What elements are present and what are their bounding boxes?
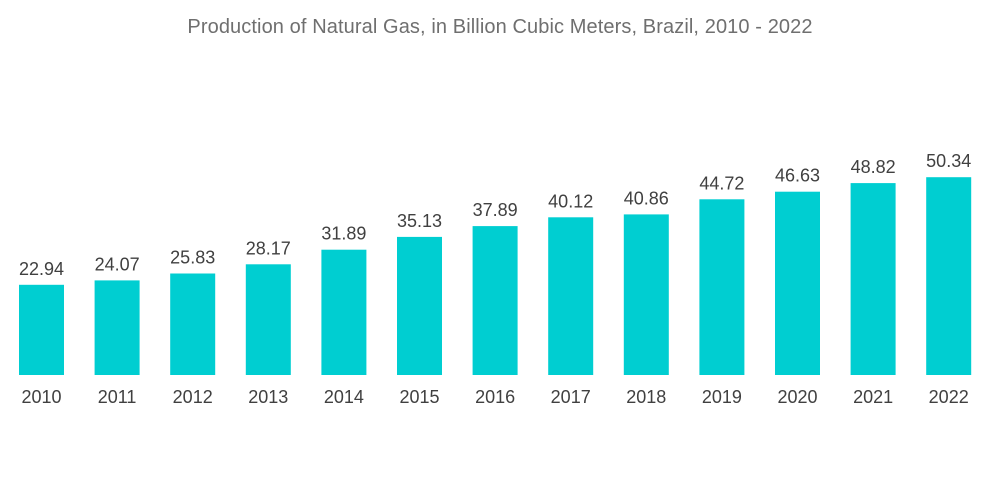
value-label-2017: 40.12 <box>548 191 593 211</box>
x-tick-label-2016: 2016 <box>475 387 515 407</box>
bar-2016 <box>472 226 518 375</box>
x-tick-label-2017: 2017 <box>551 387 591 407</box>
value-label-2016: 37.89 <box>473 200 518 220</box>
value-label-2020: 46.63 <box>775 166 820 186</box>
bars-layer <box>19 177 972 375</box>
bar-2019 <box>699 199 745 375</box>
bar-2022 <box>926 177 972 375</box>
x-tick-label-2014: 2014 <box>324 387 364 407</box>
value-label-2015: 35.13 <box>397 211 442 231</box>
bar-2012 <box>170 273 216 375</box>
x-tick-label-2021: 2021 <box>853 387 893 407</box>
bar-2013 <box>245 264 291 375</box>
x-tick-label-2019: 2019 <box>702 387 742 407</box>
bar-2018 <box>623 214 669 375</box>
x-tick-label-2022: 2022 <box>929 387 969 407</box>
value-label-2018: 40.86 <box>624 188 669 208</box>
bar-2014 <box>321 249 367 375</box>
x-tick-label-2020: 2020 <box>777 387 817 407</box>
value-label-2014: 31.89 <box>321 224 366 244</box>
x-tick-label-2011: 2011 <box>98 387 137 407</box>
x-tick-label-2018: 2018 <box>626 387 666 407</box>
value-label-2012: 25.83 <box>170 248 215 268</box>
value-label-2022: 50.34 <box>926 151 971 171</box>
bar-2010 <box>19 284 64 375</box>
x-axis-ticks: 2010 2011 2012 2013 2014 2015 2016 2017 2018 2019… <box>21 387 968 407</box>
x-tick-label-2010: 2010 <box>21 387 61 407</box>
bar-2020 <box>775 191 820 375</box>
value-label-2011: 24.07 <box>95 254 140 274</box>
x-tick-label-2012: 2012 <box>173 387 213 407</box>
chart-title: Production of Natural Gas, in Billion Cu… <box>187 16 813 38</box>
value-labels-layer: 22.94 24.07 25.83 28.17 31.89 35.13 37.89 40.12… <box>19 151 971 279</box>
value-label-2010: 22.94 <box>19 259 64 279</box>
bar-2021 <box>850 183 896 375</box>
value-label-2021: 48.82 <box>851 157 896 177</box>
x-tick-label-2015: 2015 <box>399 387 439 407</box>
value-label-2019: 44.72 <box>699 173 744 193</box>
value-label-2013: 28.17 <box>246 238 291 258</box>
bar-2017 <box>548 217 594 375</box>
bar-2011 <box>94 280 140 375</box>
bar-2015 <box>397 236 442 375</box>
x-tick-label-2013: 2013 <box>248 387 288 407</box>
